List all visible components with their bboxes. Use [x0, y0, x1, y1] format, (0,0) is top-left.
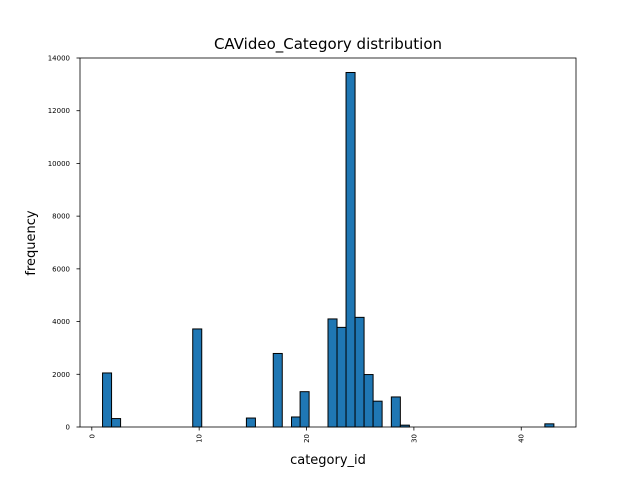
histogram-bar-3: [245, 417, 256, 428]
histogram-bar-8: [336, 326, 347, 428]
plot-frame: [79, 57, 577, 428]
y-tick-label-4: 8000: [52, 213, 70, 221]
y-axis-ticks: 0 2000 4000 6000 8000 10000 12000 14000: [48, 55, 80, 432]
y-tick-label-0: 0: [66, 424, 70, 432]
histogram-bar-0: [102, 372, 113, 428]
x-tick-label-1: 10: [196, 434, 204, 443]
histogram-bar-12: [372, 400, 383, 428]
histogram-bar-4: [272, 352, 283, 428]
histogram-bar-7: [327, 318, 338, 428]
x-tick-label-0: 0: [88, 434, 96, 438]
x-axis-ticks: 0 10 20 30 40: [88, 427, 526, 443]
histogram-bar-5: [290, 416, 302, 428]
histogram-bar-2: [192, 328, 203, 428]
histogram-bar-10: [354, 316, 365, 428]
histogram-bar-1: [111, 418, 122, 428]
bars-group: [102, 71, 555, 428]
x-axis-label: category_id: [290, 453, 366, 468]
y-tick-label-7: 14000: [48, 55, 70, 63]
histogram-bar-6: [299, 391, 310, 428]
x-tick-label-2: 20: [303, 434, 311, 443]
histogram-bar-9: [345, 71, 356, 428]
chart-title: CAVideo_Category distribution: [214, 35, 442, 54]
y-tick-label-1: 2000: [52, 371, 70, 379]
y-tick-label-3: 6000: [52, 265, 70, 273]
x-tick-label-3: 30: [410, 434, 418, 443]
histogram-bar-15: [544, 423, 555, 428]
histogram-bar-13: [390, 396, 401, 428]
y-axis-label: frequency: [24, 210, 39, 276]
y-tick-label-5: 10000: [48, 160, 70, 168]
histogram-bar-11: [363, 374, 374, 428]
y-tick-label-6: 12000: [48, 107, 70, 115]
x-tick-label-4: 40: [518, 434, 526, 443]
y-tick-label-2: 4000: [52, 318, 70, 326]
